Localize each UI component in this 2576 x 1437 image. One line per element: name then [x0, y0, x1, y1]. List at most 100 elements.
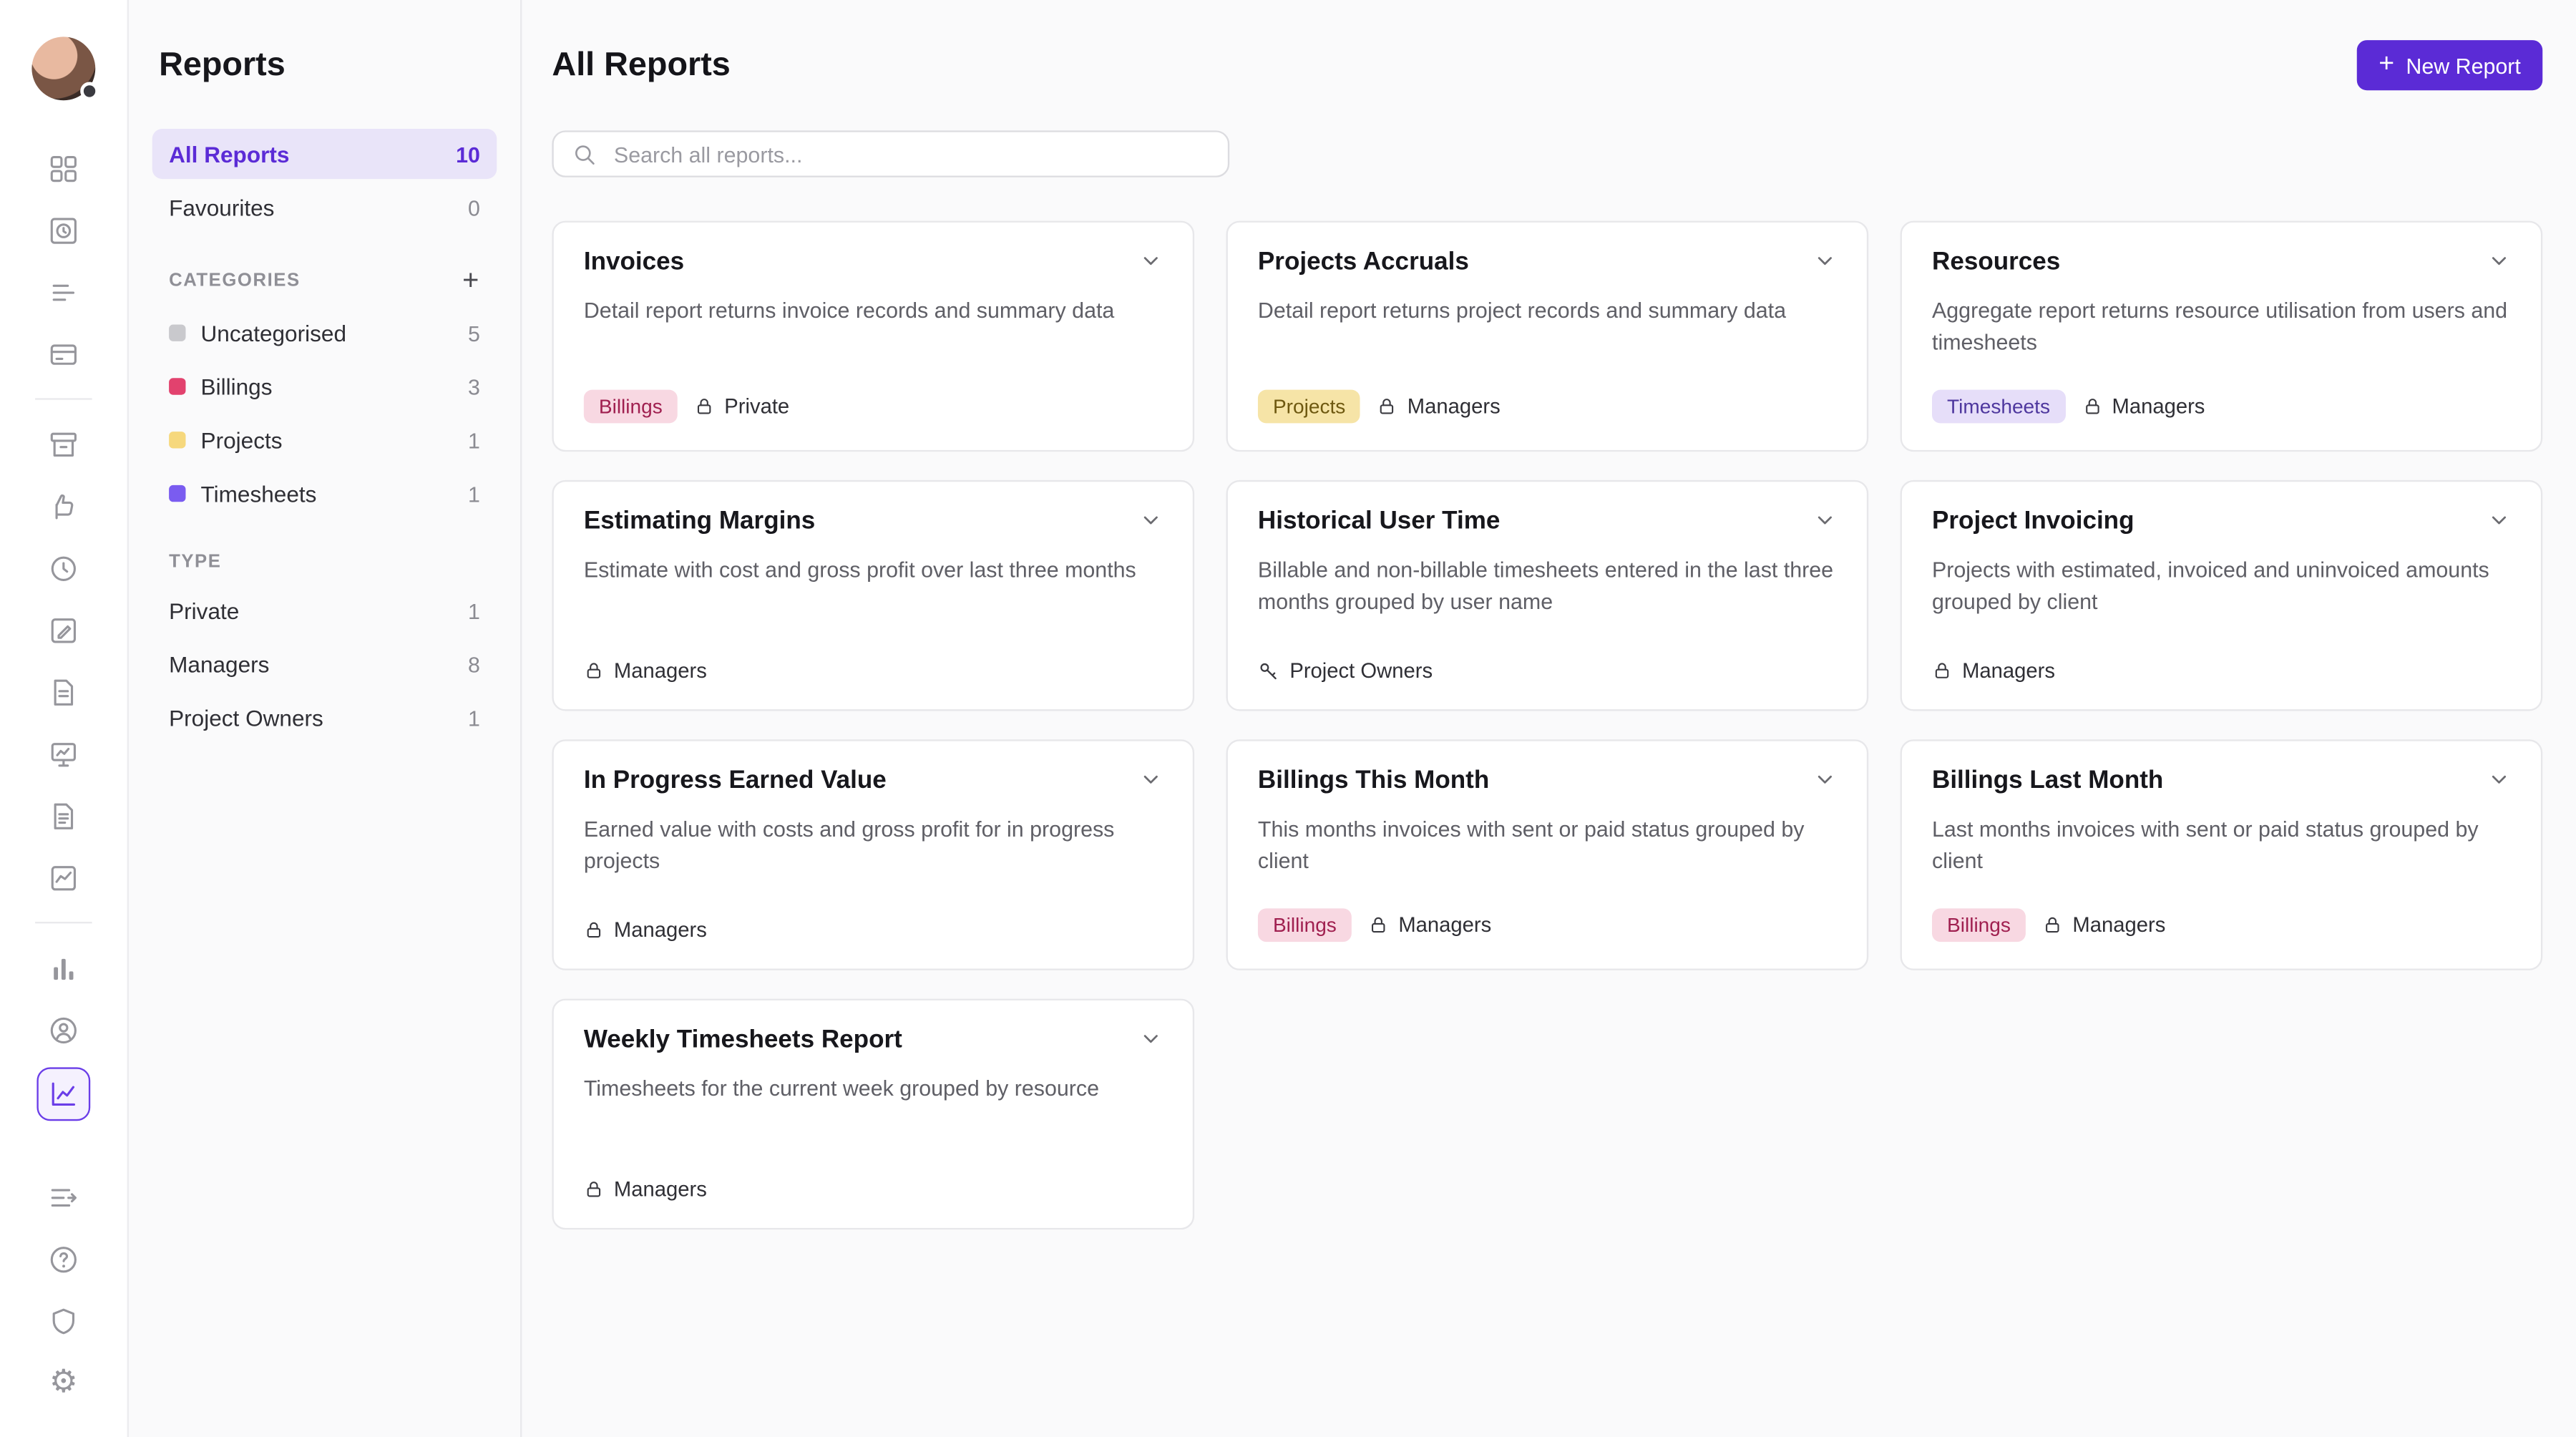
- approvals-icon[interactable]: [39, 481, 89, 531]
- chevron-down-icon[interactable]: [2487, 509, 2511, 540]
- category-swatch: [169, 378, 186, 395]
- access-level: Managers: [584, 1178, 707, 1201]
- report-description: Estimate with cost and gross profit over…: [583, 557, 1136, 583]
- access-level: Project Owners: [1258, 659, 1433, 683]
- sidebar-item-project-owners[interactable]: Project Owners 1: [152, 693, 497, 743]
- report-card-billings-last-month[interactable]: Billings Last Month Last months invoices…: [1900, 739, 2543, 970]
- access-level: Managers: [2082, 394, 2205, 419]
- edit-icon[interactable]: [39, 605, 89, 655]
- access-label: Private: [724, 394, 790, 419]
- search-input[interactable]: [610, 140, 1210, 168]
- status-shield-icon[interactable]: [39, 1296, 89, 1346]
- invoices-icon[interactable]: [39, 667, 89, 717]
- chevron-down-icon[interactable]: [1813, 249, 1837, 281]
- sidebar-item-projects[interactable]: Projects 1: [152, 415, 497, 465]
- report-card-project-invoicing[interactable]: Project Invoicing Projects with estimate…: [1900, 479, 2543, 711]
- bar-chart-icon[interactable]: [39, 942, 89, 993]
- chevron-down-icon[interactable]: [1139, 1027, 1163, 1058]
- divider: [35, 398, 92, 400]
- report-card-in-progress-earned-value[interactable]: In Progress Earned Value Earned value wi…: [552, 739, 1195, 970]
- report-card-estimating-margins[interactable]: Estimating Margins Estimate with cost an…: [552, 479, 1195, 711]
- main-content: All Reports + New Report Invoices Detail…: [522, 0, 2576, 1437]
- access-level: Managers: [1932, 659, 2055, 683]
- access-level: Managers: [2042, 913, 2165, 937]
- item-count: 0: [467, 195, 480, 220]
- sidebar-item-billings[interactable]: Billings 3: [152, 361, 497, 411]
- access-label: Managers: [1962, 659, 2056, 683]
- report-description: Billable and non-billable timesheets ent…: [1257, 557, 1834, 614]
- chevron-down-icon[interactable]: [1139, 768, 1163, 799]
- item-count: 10: [456, 141, 480, 167]
- sidebar-item-favourites[interactable]: Favourites 0: [152, 182, 497, 233]
- status-dot: [80, 82, 99, 101]
- report-description: Projects with estimated, invoiced and un…: [1931, 557, 2489, 614]
- report-card-billings-this-month[interactable]: Billings This Month This months invoices…: [1226, 739, 1869, 970]
- reports-sidebar: Reports All Reports 10 Favourites 0 CATE…: [128, 0, 522, 1437]
- documents-icon[interactable]: [39, 791, 89, 841]
- access-label: Managers: [613, 659, 707, 683]
- projects-icon[interactable]: [39, 419, 89, 469]
- sidebar-item-label: Favourites: [169, 195, 275, 220]
- add-category-button[interactable]: +: [462, 264, 480, 296]
- avatar[interactable]: [31, 36, 99, 101]
- page-title: All Reports: [552, 46, 731, 83]
- access-level: Managers: [1368, 913, 1491, 937]
- report-title: Weekly Timesheets Report: [583, 1025, 902, 1054]
- lock-icon: [2085, 399, 2099, 414]
- sidebar-item-private[interactable]: Private 1: [152, 585, 497, 635]
- chevron-down-icon[interactable]: [2487, 768, 2511, 799]
- sidebar-item-uncategorised[interactable]: Uncategorised 5: [152, 308, 497, 358]
- chevron-down-icon[interactable]: [2487, 249, 2511, 281]
- settings-gear-icon[interactable]: ⚙: [39, 1358, 89, 1408]
- new-report-button[interactable]: + New Report: [2356, 40, 2543, 91]
- search-box[interactable]: [552, 130, 1230, 177]
- users-icon[interactable]: [39, 1005, 89, 1055]
- category-badge: Billings: [1931, 908, 2026, 942]
- time-icon[interactable]: [39, 543, 89, 593]
- report-title: In Progress Earned Value: [583, 766, 887, 795]
- category-badge: Timesheets: [1931, 389, 2066, 424]
- report-title: Resources: [1931, 247, 2061, 276]
- report-card-projects-accruals[interactable]: Projects Accruals Detail report returns …: [1226, 220, 1869, 452]
- access-level: Private: [694, 394, 790, 419]
- icon-rail: ⚙: [0, 0, 129, 1437]
- sidebar-item-all-reports[interactable]: All Reports 10: [152, 128, 497, 180]
- sidebar-item-label: Project Owners: [169, 705, 323, 731]
- report-description: Last months invoices with sent or paid s…: [1931, 816, 2479, 873]
- chevron-down-icon[interactable]: [1813, 768, 1837, 799]
- report-card-resources[interactable]: Resources Aggregate report returns resou…: [1900, 220, 2543, 452]
- category-swatch: [169, 432, 186, 449]
- monitor-icon[interactable]: [39, 729, 89, 779]
- report-card-invoices[interactable]: Invoices Detail report returns invoice r…: [552, 220, 1195, 452]
- search-icon: [575, 145, 595, 164]
- time-tracking-icon[interactable]: [39, 205, 89, 255]
- sidebar-item-managers[interactable]: Managers 8: [152, 639, 497, 689]
- section-label: TYPE: [169, 552, 222, 573]
- sidebar-title: Reports: [159, 47, 286, 84]
- type-section-header: TYPE: [169, 552, 480, 572]
- menu-collapse-icon[interactable]: [39, 1172, 89, 1222]
- chevron-down-icon[interactable]: [1813, 509, 1837, 540]
- report-card-historical-user-time[interactable]: Historical User Time Billable and non-bi…: [1226, 479, 1869, 711]
- dashboard-icon[interactable]: [39, 143, 89, 193]
- help-icon[interactable]: [39, 1234, 89, 1284]
- item-count: 8: [467, 651, 480, 677]
- report-title: Estimating Margins: [583, 507, 816, 536]
- item-count: 5: [467, 320, 480, 346]
- report-card-weekly-timesheets-report[interactable]: Weekly Timesheets Report Timesheets for …: [552, 998, 1195, 1230]
- chart-icon[interactable]: [39, 852, 89, 902]
- report-description: Aggregate report returns resource utilis…: [1931, 298, 2508, 355]
- access-label: Managers: [2072, 913, 2166, 937]
- lock-icon: [1380, 399, 1394, 414]
- sidebar-item-label: Private: [169, 598, 240, 623]
- timesheets-icon[interactable]: [39, 267, 89, 317]
- chevron-down-icon[interactable]: [1139, 249, 1163, 281]
- access-label: Managers: [2112, 394, 2205, 419]
- category-badge: Billings: [1257, 908, 1352, 942]
- item-count: 1: [467, 598, 480, 623]
- sidebar-item-timesheets[interactable]: Timesheets 1: [152, 469, 497, 519]
- expenses-icon[interactable]: [39, 328, 89, 379]
- chevron-down-icon[interactable]: [1139, 509, 1163, 540]
- reports-icon[interactable]: [36, 1066, 91, 1121]
